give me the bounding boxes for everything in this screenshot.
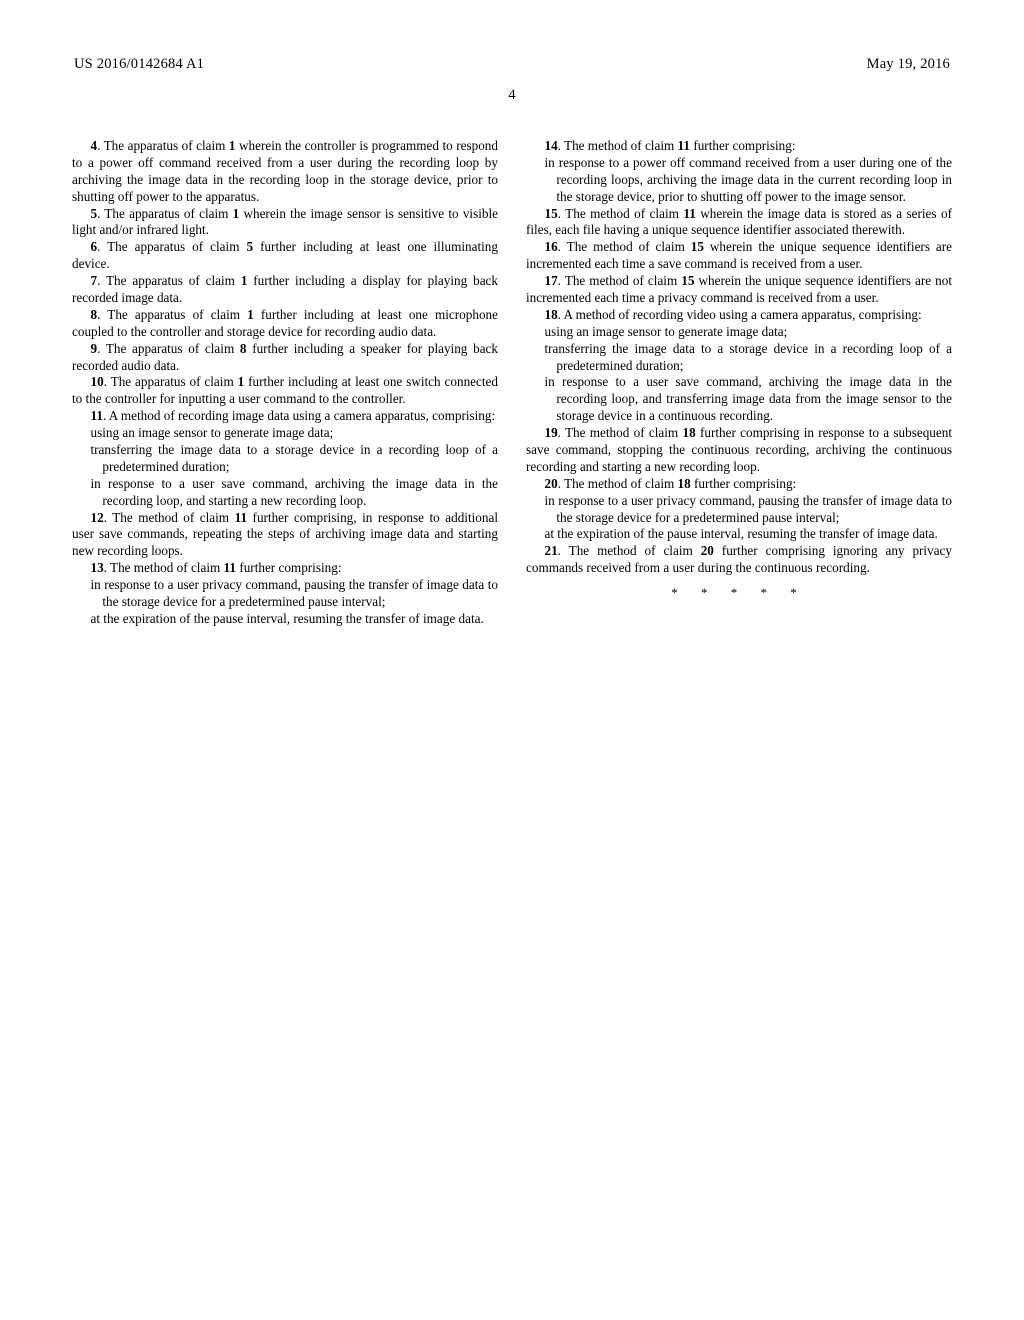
claim-7: 7. The apparatus of claim 1 further incl… <box>72 273 498 307</box>
claim-11-step-a: using an image sensor to generate image … <box>72 425 498 442</box>
page-header: US 2016/0142684 A1 May 19, 2016 <box>72 56 952 73</box>
claim-16: 16. The method of claim 15 wherein the u… <box>526 239 952 273</box>
claim-20-step-a: in response to a user privacy command, p… <box>526 493 952 527</box>
claims-body: 4. The apparatus of claim 1 wherein the … <box>72 138 952 628</box>
patent-page: US 2016/0142684 A1 May 19, 2016 4 4. The… <box>0 0 1024 628</box>
end-marker: * * * * * <box>526 585 952 602</box>
claim-11-step-c: in response to a user save command, arch… <box>72 476 498 510</box>
claim-21: 21. The method of claim 20 further compr… <box>526 543 952 577</box>
publication-number: US 2016/0142684 A1 <box>74 56 204 73</box>
publication-date: May 19, 2016 <box>867 56 950 73</box>
claim-4: 4. The apparatus of claim 1 wherein the … <box>72 138 498 206</box>
claim-17: 17. The method of claim 15 wherein the u… <box>526 273 952 307</box>
claim-9: 9. The apparatus of claim 8 further incl… <box>72 341 498 375</box>
claim-12: 12. The method of claim 11 further compr… <box>72 510 498 561</box>
claim-18-step-a: using an image sensor to generate image … <box>526 324 952 341</box>
claim-10: 10. The apparatus of claim 1 further inc… <box>72 374 498 408</box>
page-number: 4 <box>72 87 952 104</box>
claim-18-step-b: transferring the image data to a storage… <box>526 341 952 375</box>
claim-13-step-a: in response to a user privacy command, p… <box>72 577 498 611</box>
claim-5: 5. The apparatus of claim 1 wherein the … <box>72 206 498 240</box>
claim-6: 6. The apparatus of claim 5 further incl… <box>72 239 498 273</box>
claim-8: 8. The apparatus of claim 1 further incl… <box>72 307 498 341</box>
claim-11-step-b: transferring the image data to a storage… <box>72 442 498 476</box>
claim-18-step-c: in response to a user save command, arch… <box>526 374 952 425</box>
claim-20-intro: 20. The method of claim 18 further compr… <box>526 476 952 493</box>
claim-14-step-a: in response to a power off command recei… <box>526 155 952 206</box>
claim-20-step-b: at the expiration of the pause interval,… <box>526 526 952 543</box>
claim-14-intro: 14. The method of claim 11 further compr… <box>526 138 952 155</box>
claim-18-intro: 18. A method of recording video using a … <box>526 307 952 324</box>
claim-19: 19. The method of claim 18 further compr… <box>526 425 952 476</box>
claim-11-intro: 11. A method of recording image data usi… <box>72 408 498 425</box>
claim-15: 15. The method of claim 11 wherein the i… <box>526 206 952 240</box>
claim-13-step-b: at the expiration of the pause interval,… <box>72 611 498 628</box>
claim-13-intro: 13. The method of claim 11 further compr… <box>72 560 498 577</box>
